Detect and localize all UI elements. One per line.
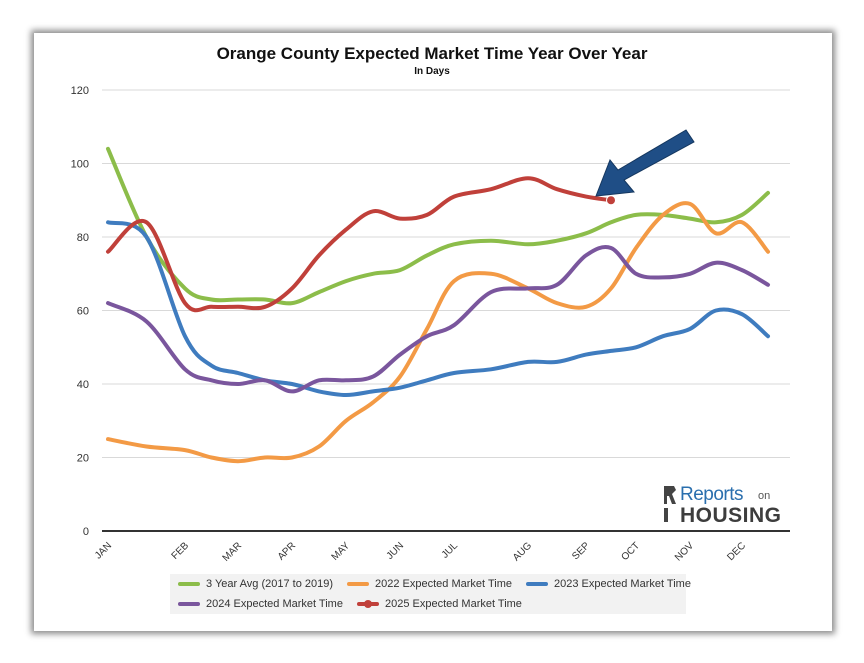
y-tick-label: 100 bbox=[71, 159, 89, 171]
logo-on-text: on bbox=[758, 490, 771, 502]
legend-item-2023: 2023 Expected Market Time bbox=[525, 578, 691, 590]
x-tick-label: APR bbox=[276, 540, 298, 562]
logo-reports-text: Reports bbox=[680, 484, 744, 505]
series-line-2025 bbox=[106, 176, 613, 313]
logo-housing-text: HOUSING bbox=[680, 504, 782, 527]
series-line-3yr-avg bbox=[106, 146, 770, 306]
x-tick-label: MAY bbox=[330, 540, 353, 563]
series-line-2024 bbox=[106, 245, 770, 394]
legend-label-3yr: 3 Year Avg (2017 to 2019) bbox=[206, 578, 334, 590]
legend-swatch-2024 bbox=[178, 602, 200, 606]
legend-label-2025: 2025 Expected Market Time bbox=[384, 598, 522, 610]
legend-item-3yr: 3 Year Avg (2017 to 2019) bbox=[178, 578, 333, 590]
x-tick-label: JUN bbox=[385, 540, 407, 562]
series-line-2023 bbox=[106, 220, 770, 397]
legend: 3 Year Avg (2017 to 2019) 2022 Expected … bbox=[170, 574, 691, 614]
x-tick-label: SEP bbox=[570, 540, 592, 562]
x-tick-label: MAR bbox=[221, 540, 245, 564]
legend-swatch-2023 bbox=[525, 582, 548, 586]
legend-item-2022: 2022 Expected Market Time bbox=[347, 578, 512, 590]
legend-swatch-2022 bbox=[347, 582, 370, 586]
reports-on-housing-logo: Reports on HOUSING bbox=[660, 482, 792, 530]
y-tick-label: 60 bbox=[77, 306, 89, 318]
legend-swatch-2025 bbox=[356, 600, 379, 608]
legend-label-2023: 2023 Expected Market Time bbox=[553, 578, 691, 590]
x-tick-label: NOV bbox=[673, 540, 696, 563]
x-tick-label: FEB bbox=[170, 540, 192, 562]
series-point-2025-latest bbox=[606, 195, 616, 206]
x-tick-label: AUG bbox=[511, 540, 534, 563]
x-tick-label: OCT bbox=[619, 540, 642, 563]
y-tick-label: 80 bbox=[77, 232, 89, 244]
legend-label-2024: 2024 Expected Market Time bbox=[206, 598, 343, 610]
chart-title: Orange County Expected Market Time Year … bbox=[216, 44, 648, 63]
logo-r-mark-icon bbox=[664, 486, 676, 522]
legend-swatch-3yr bbox=[178, 582, 200, 586]
y-tick-label: 20 bbox=[77, 453, 89, 465]
y-tick-label: 0 bbox=[83, 526, 89, 538]
chart-subtitle: In Days bbox=[414, 66, 450, 77]
x-tick-label: JUL bbox=[440, 540, 461, 561]
x-tick-label: DEC bbox=[725, 540, 748, 563]
y-tick-label: 120 bbox=[71, 85, 89, 97]
annotation-arrow-icon bbox=[595, 129, 695, 197]
legend-marker-2025 bbox=[363, 600, 372, 608]
x-tick-label: JAN bbox=[93, 540, 114, 561]
y-tick-label: 40 bbox=[77, 379, 89, 391]
legend-item-2024: 2024 Expected Market Time bbox=[178, 598, 343, 610]
legend-label-2022: 2022 Expected Market Time bbox=[375, 578, 512, 590]
series-line-2022 bbox=[106, 201, 770, 464]
legend-item-2025: 2025 Expected Market Time bbox=[356, 598, 522, 610]
